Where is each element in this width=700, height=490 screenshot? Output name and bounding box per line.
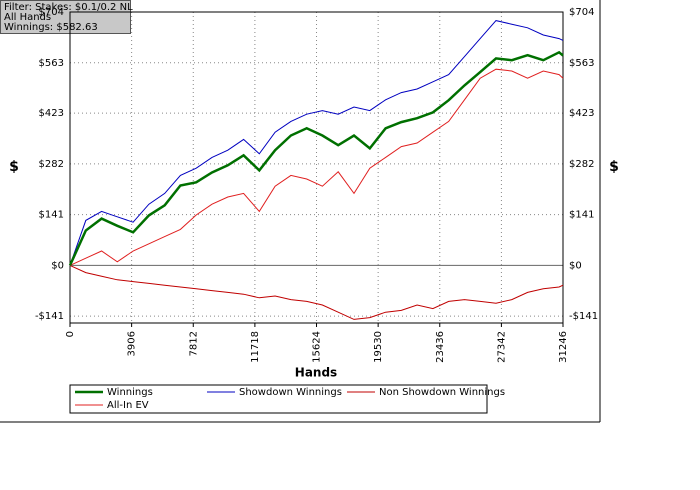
x-axis-label: Hands	[295, 366, 337, 380]
y-tick-label: $141	[39, 210, 64, 221]
legend-label: Showdown Winnings	[239, 387, 342, 398]
y2-tick-label: $563	[569, 58, 594, 69]
y2-tick-label: $141	[569, 210, 594, 221]
series-line	[69, 20, 564, 266]
legend-label: Winnings	[107, 387, 153, 398]
y2-tick-label: $282	[569, 159, 594, 170]
filter-box	[0, 0, 131, 34]
y2-tick-label: $423	[569, 108, 594, 119]
y2-tick-label: -$141	[569, 311, 598, 322]
series-line	[69, 68, 564, 266]
x-tick-label: 7812	[188, 331, 199, 356]
x-tick-label: 23436	[435, 331, 446, 363]
series-line	[68, 50, 564, 266]
legend-label: Non Showdown Winnings	[379, 387, 505, 398]
y2-axis-label: $	[609, 159, 619, 175]
filter-text: All Hands	[4, 12, 51, 23]
x-tick-label: 19530	[373, 331, 384, 363]
y-tick-label: $563	[39, 58, 64, 69]
x-tick-label: 27342	[496, 331, 507, 363]
legend	[69, 384, 488, 414]
x-tick-label: 0	[65, 331, 76, 337]
x-tick-label: 31246	[558, 331, 569, 363]
y2-tick-label: $704	[569, 7, 594, 18]
y-tick-label: $282	[39, 159, 64, 170]
y2-tick-label: $0	[569, 260, 582, 271]
y-tick-label: $423	[39, 108, 64, 119]
filter-text: Filter: Stakes: $0.1/0.2 NL	[4, 2, 133, 13]
plot-frame	[69, 11, 564, 324]
legend-label: All-In EV	[107, 400, 149, 411]
filter-text: Winnings: $582.63	[4, 22, 98, 33]
y-tick-label: $0	[51, 260, 64, 271]
y-axis-label: $	[9, 159, 19, 175]
y-tick-label: $704	[39, 7, 64, 18]
series-line	[69, 264, 564, 320]
x-tick-label: 3906	[127, 331, 138, 356]
x-tick-label: 11718	[250, 331, 261, 363]
x-tick-label: 15624	[312, 331, 323, 363]
y-tick-label: -$141	[35, 311, 64, 322]
